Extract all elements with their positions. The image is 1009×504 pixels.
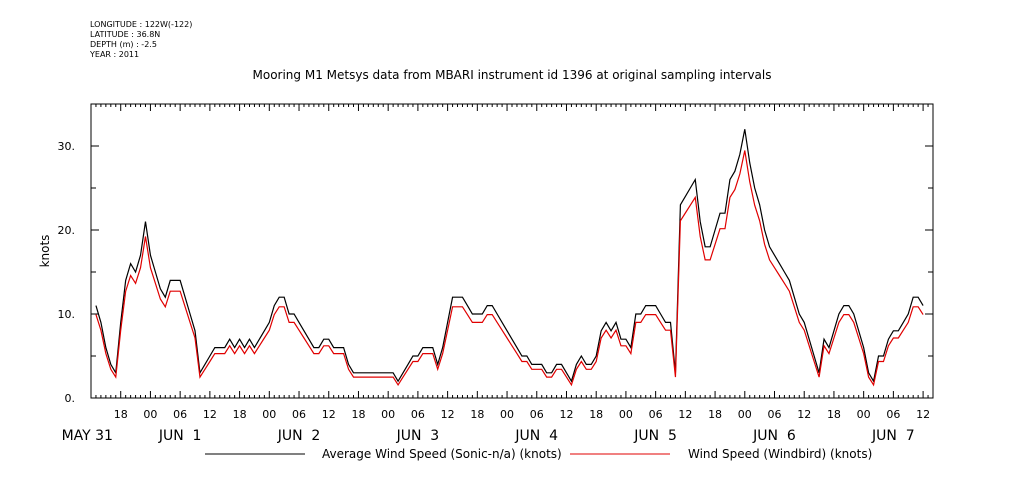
x-tick-label: 12	[203, 408, 217, 421]
x-tick-label: 18	[470, 408, 484, 421]
latitude-label: LATITUDE : 36.8N	[90, 30, 161, 39]
x-tick-label: 18	[589, 408, 603, 421]
y-tick-label: 10.	[58, 308, 76, 321]
x-tick-label: 18	[114, 408, 128, 421]
x-day-label: JUN 4	[514, 428, 558, 444]
x-tick-label: 06	[411, 408, 425, 421]
y-tick-label: 30.	[58, 140, 76, 153]
x-tick-label: 00	[619, 408, 633, 421]
x-tick-label: 00	[857, 408, 871, 421]
x-day-label: MAY 31	[62, 428, 113, 444]
x-tick-label: 00	[381, 408, 395, 421]
y-tick-label: 0.	[65, 392, 76, 405]
longitude-label: LONGITUDE : 122W(-122)	[90, 20, 193, 29]
x-tick-label: 12	[441, 408, 455, 421]
x-day-label: JUN 7	[871, 428, 915, 444]
x-tick-label: 00	[143, 408, 157, 421]
y-axis: 0. 10. 20. 30.	[58, 103, 933, 405]
legend: Average Wind Speed (Sonic-n/a) (knots) W…	[205, 447, 872, 461]
x-tick-label: 18	[708, 408, 722, 421]
year-label: YEAR : 2011	[90, 50, 140, 59]
x-tick-label: 18	[233, 408, 247, 421]
x-tick-label: 06	[768, 408, 782, 421]
series-line-sonic	[95, 129, 924, 383]
x-tick-label: 00	[738, 408, 752, 421]
x-tick-label: 00	[262, 408, 276, 421]
x-day-label: JUN 1	[158, 428, 202, 444]
x-tick-label: 00	[500, 408, 514, 421]
x-day-label: JUN 6	[752, 428, 796, 444]
chart-title: Mooring M1 Metsys data from MBARI instru…	[253, 68, 772, 82]
x-day-label: JUN 5	[633, 428, 677, 444]
x-tick-label: 06	[649, 408, 663, 421]
legend-label-windbird: Wind Speed (Windbird) (knots)	[688, 447, 872, 461]
x-axis: 18 00 06 12 18 00 06 12 18 00 06 12 18 00 06 12 18 00 06 12…	[62, 104, 934, 444]
x-tick-label: 06	[173, 408, 187, 421]
y-axis-label: knots	[38, 235, 52, 268]
y-tick-label: 20.	[58, 224, 76, 237]
x-tick-label: 12	[559, 408, 573, 421]
x-tick-label: 12	[678, 408, 692, 421]
x-day-label: JUN 3	[396, 428, 440, 444]
depth-label: DEPTH (m) : -2.5	[90, 40, 157, 49]
x-tick-label: 12	[916, 408, 930, 421]
legend-label-sonic: Average Wind Speed (Sonic-n/a) (knots)	[322, 447, 562, 461]
x-day-label: JUN 2	[277, 428, 321, 444]
series-line-windbird	[95, 150, 924, 387]
x-tick-label: 06	[530, 408, 544, 421]
x-tick-label: 06	[292, 408, 306, 421]
x-tick-label: 18	[827, 408, 841, 421]
x-tick-label: 06	[886, 408, 900, 421]
x-tick-label: 18	[351, 408, 365, 421]
metadata-block: LONGITUDE : 122W(-122) LATITUDE : 36.8N …	[90, 20, 192, 60]
x-tick-label: 12	[797, 408, 811, 421]
x-tick-label: 12	[322, 408, 336, 421]
series-layer	[95, 129, 924, 387]
